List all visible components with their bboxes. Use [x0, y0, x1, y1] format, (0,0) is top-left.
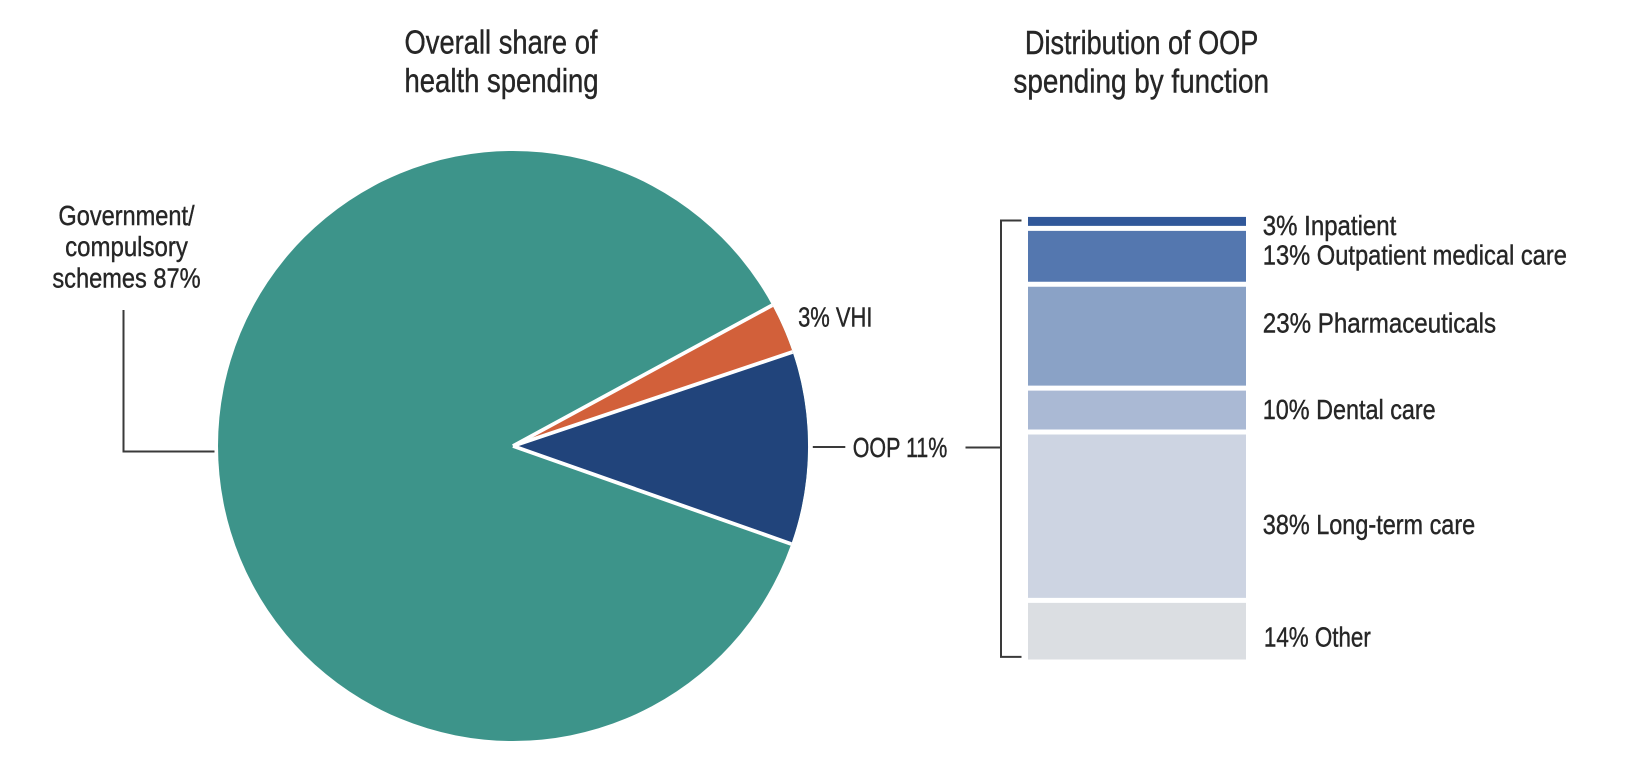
svg-text:3% Inpatient: 3% Inpatient: [1263, 210, 1397, 241]
svg-text:10% Dental care: 10% Dental care: [1263, 394, 1436, 425]
svg-text:38% Long-term care: 38% Long-term care: [1263, 509, 1475, 540]
svg-text:3% VHI: 3% VHI: [798, 301, 872, 332]
svg-text:schemes 87%: schemes 87%: [52, 262, 200, 293]
svg-text:OOP 11%: OOP 11%: [853, 432, 948, 463]
svg-text:14% Other: 14% Other: [1264, 622, 1371, 653]
svg-text:health spending: health spending: [405, 62, 599, 99]
svg-text:Distribution of OOP: Distribution of OOP: [1025, 24, 1258, 61]
svg-text:compulsory: compulsory: [65, 231, 188, 262]
svg-text:Government/: Government/: [58, 200, 194, 231]
svg-text:spending by function: spending by function: [1013, 63, 1269, 100]
svg-text:23% Pharmaceuticals: 23% Pharmaceuticals: [1263, 308, 1496, 339]
svg-text:13% Outpatient medical care: 13% Outpatient medical care: [1263, 240, 1567, 271]
svg-text:Overall share of: Overall share of: [405, 24, 599, 61]
